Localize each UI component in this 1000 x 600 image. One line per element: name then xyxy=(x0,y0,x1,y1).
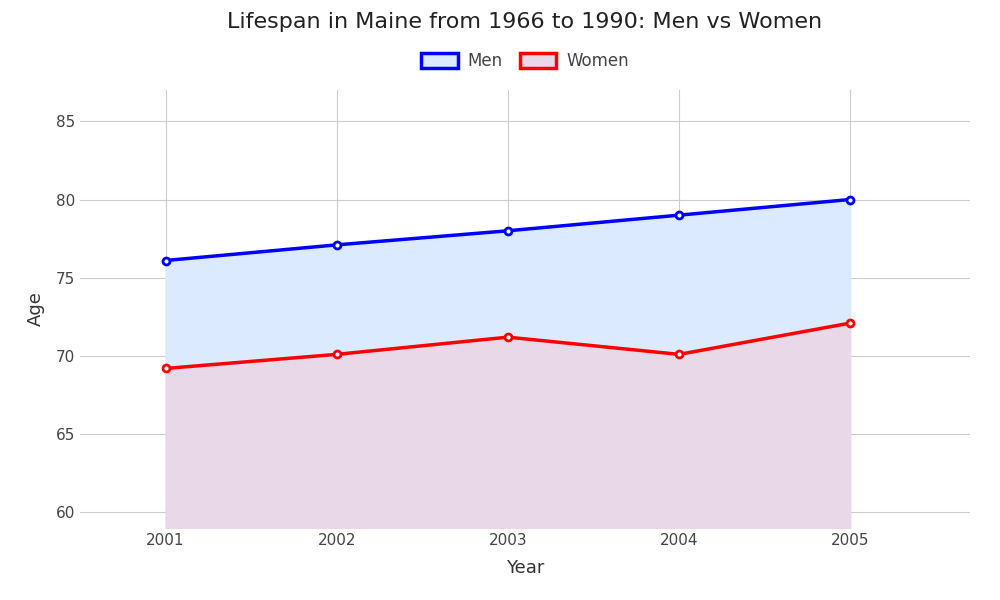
X-axis label: Year: Year xyxy=(506,559,544,577)
Legend: Men, Women: Men, Women xyxy=(414,46,636,77)
Title: Lifespan in Maine from 1966 to 1990: Men vs Women: Lifespan in Maine from 1966 to 1990: Men… xyxy=(227,11,823,31)
Y-axis label: Age: Age xyxy=(27,292,45,326)
